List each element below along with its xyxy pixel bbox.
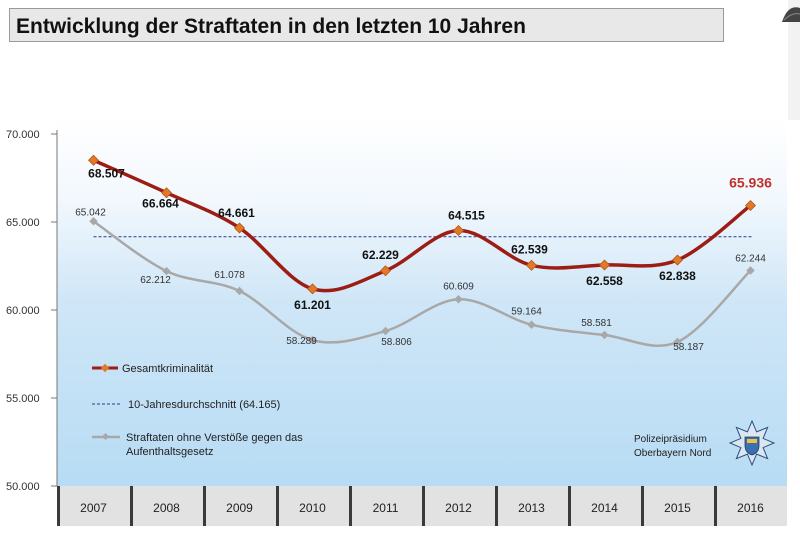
x-tick-label: 2011	[373, 501, 399, 515]
legend-label-ohne-aufenthaltsgesetz-line2: Aufenthaltsgesetz	[126, 446, 213, 458]
data-label-ohne-aufenthaltsgesetz: 62.244	[735, 254, 766, 265]
data-point-gesamtkriminalitaet	[452, 225, 465, 237]
series-line-gesamtkriminalitaet	[92, 158, 752, 293]
data-point-gesamtkriminalitaet	[379, 265, 392, 277]
x-axis-separator	[349, 486, 352, 526]
x-tick-label: 2008	[153, 501, 180, 515]
series-line-ohne-aufenthaltsgesetz	[92, 220, 752, 347]
data-label-gesamtkriminalitaet: 62.539	[511, 242, 548, 256]
y-tick-label: 70.000	[6, 129, 40, 141]
data-point-gesamtkriminalitaet	[671, 254, 684, 266]
data-point-ohne-aufenthaltsgesetz	[381, 326, 390, 336]
chart-title: Entwicklung der Straftaten in den letzte…	[16, 15, 526, 38]
x-axis-separator	[714, 486, 717, 526]
data-label-ohne-aufenthaltsgesetz: 58.806	[381, 337, 412, 348]
data-point-ohne-aufenthaltsgesetz	[527, 320, 536, 329]
x-tick-label: 2016	[737, 501, 764, 515]
data-point-gesamtkriminalitaet	[233, 222, 246, 234]
data-point-ohne-aufenthaltsgesetz	[308, 335, 317, 345]
y-tick-label: 60.000	[6, 305, 40, 317]
data-label-gesamtkriminalitaet: 62.229	[362, 248, 399, 262]
x-tick-label: 2007	[80, 501, 107, 515]
data-label-ohne-aufenthaltsgesetz: 62.212	[140, 275, 171, 286]
data-point-gesamtkriminalitaet	[306, 283, 319, 295]
x-axis-separator	[495, 486, 498, 526]
data-point-ohne-aufenthaltsgesetz	[600, 330, 609, 340]
data-label-gesamtkriminalitaet: 65.936	[729, 175, 772, 191]
x-tick-label: 2010	[299, 501, 326, 515]
police-shield-band	[747, 439, 757, 443]
data-label-gesamtkriminalitaet: 64.515	[448, 209, 485, 223]
x-tick-label: 2012	[445, 501, 472, 515]
legend-marker-gesamtkriminalitaet	[100, 363, 110, 373]
legend-label-gesamtkriminalitaet: Gesamtkriminalität	[122, 363, 213, 375]
y-tick-label: 55.000	[6, 393, 40, 405]
x-tick-label: 2013	[518, 501, 545, 515]
data-point-gesamtkriminalitaet	[598, 259, 611, 271]
corner-decoration	[782, 0, 800, 120]
data-point-gesamtkriminalitaet	[160, 187, 173, 199]
x-tick-label: 2014	[591, 501, 618, 515]
data-label-gesamtkriminalitaet: 62.558	[586, 274, 623, 288]
logo-text-line2: Oberbayern Nord	[634, 448, 711, 459]
x-axis-separator	[641, 486, 644, 526]
data-point-ohne-aufenthaltsgesetz	[235, 286, 244, 296]
data-point-gesamtkriminalitaet	[744, 200, 757, 212]
x-tick-label: 2015	[664, 501, 691, 515]
data-label-gesamtkriminalitaet: 66.664	[142, 197, 179, 211]
data-label-ohne-aufenthaltsgesetz: 58.187	[673, 342, 704, 353]
x-axis-separator	[57, 486, 60, 526]
data-label-gesamtkriminalitaet: 64.661	[218, 206, 255, 220]
data-point-gesamtkriminalitaet	[525, 259, 538, 271]
x-axis-separator	[130, 486, 133, 526]
data-label-ohne-aufenthaltsgesetz: 58.581	[581, 318, 612, 329]
data-point-ohne-aufenthaltsgesetz	[454, 295, 463, 304]
legend-label-ohne-aufenthaltsgesetz-line1: Straftaten ohne Verstöße gegen das	[126, 432, 303, 444]
data-label-gesamtkriminalitaet: 62.838	[659, 269, 696, 283]
data-label-ohne-aufenthaltsgesetz: 61.078	[214, 270, 245, 281]
legend-marker-ohne-aufenthaltsgesetz	[101, 432, 110, 441]
data-label-ohne-aufenthaltsgesetz: 65.042	[75, 207, 106, 218]
data-label-gesamtkriminalitaet: 61.201	[294, 298, 331, 312]
data-label-ohne-aufenthaltsgesetz: 58.289	[286, 336, 317, 347]
title-box: Entwicklung der Straftaten in den letzte…	[9, 8, 724, 42]
data-point-ohne-aufenthaltsgesetz	[162, 266, 171, 276]
data-label-gesamtkriminalitaet: 68.507	[88, 166, 125, 180]
data-point-gesamtkriminalitaet	[87, 154, 100, 166]
data-point-ohne-aufenthaltsgesetz	[673, 337, 682, 347]
y-tick-label: 50.000	[6, 481, 40, 493]
data-label-ohne-aufenthaltsgesetz: 60.609	[443, 281, 474, 292]
y-tick-label: 65.000	[6, 217, 40, 229]
x-axis-separator	[276, 486, 279, 526]
x-axis-separator	[422, 486, 425, 526]
plot-background	[57, 118, 787, 486]
data-label-ohne-aufenthaltsgesetz: 59.164	[511, 307, 542, 318]
legend-label-average: 10-Jahresdurchschnitt (64.165)	[128, 399, 280, 411]
data-point-ohne-aufenthaltsgesetz	[746, 266, 755, 275]
logo-text-line1: Polizeipräsidium	[634, 434, 707, 445]
data-point-ohne-aufenthaltsgesetz	[89, 217, 98, 226]
x-axis-separator	[203, 486, 206, 526]
x-tick-label: 2009	[226, 501, 253, 515]
x-axis-separator	[568, 486, 571, 526]
